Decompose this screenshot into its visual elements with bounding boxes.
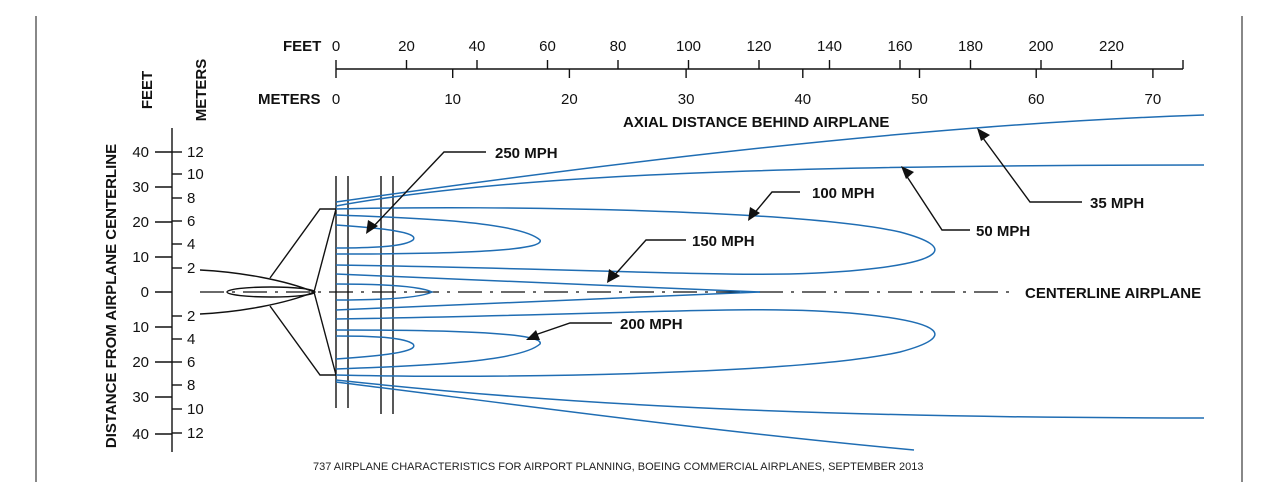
left-feet-tick-label: 40 — [132, 426, 149, 443]
contour-50-lower — [335, 379, 1205, 419]
left-meter-tick-label: 12 — [187, 144, 204, 161]
top-meters-label: METERS — [258, 91, 321, 108]
callout-100-arrow — [748, 207, 760, 221]
top-feet-ticks: 0 20 40 60 80 100 120 140 160 180 200 220 — [332, 38, 1124, 69]
left-feet-tick-label: 20 — [132, 214, 149, 231]
left-meter-tick-label: 4 — [187, 236, 195, 253]
contour-35-upper — [335, 114, 1205, 203]
top-feet-tick-label: 60 — [539, 38, 556, 55]
callout-250-leader — [371, 151, 486, 229]
label-150-mph: 150 MPH — [692, 233, 755, 250]
centerline-label: CENTERLINE AIRPLANE — [1025, 285, 1201, 302]
left-feet-tick-label: 20 — [132, 354, 149, 371]
top-feet-tick-label: 200 — [1028, 38, 1053, 55]
callout-200-arrow — [526, 330, 540, 340]
contour-100-upper — [335, 206, 936, 276]
contour-50-upper — [335, 164, 1205, 207]
axial-distance-title: AXIAL DISTANCE BEHIND AIRPLANE — [623, 114, 889, 131]
lower-wing — [269, 305, 336, 376]
left-meter-tick-label: 2 — [187, 308, 195, 325]
contour-250-outer — [335, 214, 541, 255]
contour-core — [335, 283, 434, 301]
left-meter-tick-label: 12 — [187, 425, 204, 442]
left-meter-tick-label: 8 — [187, 190, 195, 207]
callout-50-arrow — [901, 166, 914, 179]
top-meter-tick-label: 50 — [911, 91, 928, 108]
contour-200-inner — [335, 335, 415, 360]
label-50-mph: 50 MPH — [976, 223, 1030, 240]
left-feet-tick-label: 30 — [132, 179, 149, 196]
top-meter-tick-label: 70 — [1145, 91, 1162, 108]
top-feet-tick-label: 40 — [469, 38, 486, 55]
top-feet-tick-label: 220 — [1099, 38, 1124, 55]
callout-100-leader — [751, 191, 800, 217]
top-meter-tick-label: 40 — [794, 91, 811, 108]
lower-stabilizer — [199, 291, 315, 315]
top-feet-tick-label: 100 — [676, 38, 701, 55]
left-meter-tick-label: 10 — [187, 166, 204, 183]
top-meter-ticks: 0 10 20 30 40 50 60 70 — [332, 69, 1161, 108]
contour-100-lower — [335, 308, 936, 378]
left-feet-tick-label: 40 — [132, 144, 149, 161]
top-feet-tick-label: 140 — [817, 38, 842, 55]
left-axis-ticks: 40 30 20 10 0 10 20 30 40 12 10 8 6 4 2 2 4 6 8 10 12 — [132, 144, 203, 443]
callout-150-arrow — [607, 269, 620, 283]
top-meter-tick-label: 20 — [561, 91, 578, 108]
left-meter-tick-label: 10 — [187, 401, 204, 418]
callout-35-arrow — [977, 128, 990, 141]
top-feet-tick-label: 0 — [332, 38, 340, 55]
callout-150-leader — [611, 239, 686, 279]
top-feet-tick-label: 120 — [746, 38, 771, 55]
left-meter-tick-label: 2 — [187, 260, 195, 277]
callout-200-leader — [531, 322, 612, 337]
callout-50-leader — [903, 171, 970, 231]
left-axis-title: DISTANCE FROM AIRPLANE CENTERLINE — [103, 144, 120, 448]
callout-250-arrow — [366, 220, 378, 234]
label-200-mph: 200 MPH — [620, 316, 683, 333]
left-feet-label: FEET — [139, 71, 156, 109]
left-meters-label: METERS — [193, 59, 210, 122]
contour-150-upper — [335, 273, 761, 293]
upper-stabilizer — [199, 269, 315, 293]
callout-35-leader — [979, 133, 1082, 203]
source-caption: 737 AIRPLANE CHARACTERISTICS FOR AIRPORT… — [313, 461, 923, 473]
upper-body-edge — [313, 208, 337, 293]
top-meter-tick-label: 60 — [1028, 91, 1045, 108]
top-feet-label: FEET — [283, 38, 321, 55]
upper-wing — [269, 208, 336, 279]
top-meter-tick-label: 0 — [332, 91, 340, 108]
lower-body-edge — [313, 291, 337, 376]
left-feet-tick-label: 10 — [132, 249, 149, 266]
left-meter-tick-label: 4 — [187, 331, 195, 348]
label-100-mph: 100 MPH — [812, 185, 875, 202]
top-feet-tick-label: 160 — [887, 38, 912, 55]
top-meter-tick-label: 30 — [678, 91, 695, 108]
left-meter-tick-label: 8 — [187, 377, 195, 394]
left-feet-tick-label: 30 — [132, 389, 149, 406]
label-35-mph: 35 MPH — [1090, 195, 1144, 212]
top-meter-tick-label: 10 — [444, 91, 461, 108]
left-feet-tick-label: 10 — [132, 319, 149, 336]
fuselage — [226, 286, 316, 298]
contour-200-outer — [335, 329, 541, 370]
contour-35-lower — [335, 381, 915, 451]
top-feet-tick-label: 20 — [398, 38, 415, 55]
contour-150-lower — [335, 291, 761, 311]
left-feet-tick-label: 0 — [141, 284, 149, 301]
left-meter-tick-label: 6 — [187, 213, 195, 230]
left-meter-tick-label: 6 — [187, 354, 195, 371]
top-feet-tick-label: 80 — [610, 38, 627, 55]
top-feet-tick-label: 180 — [958, 38, 983, 55]
label-250-mph: 250 MPH — [495, 145, 558, 162]
